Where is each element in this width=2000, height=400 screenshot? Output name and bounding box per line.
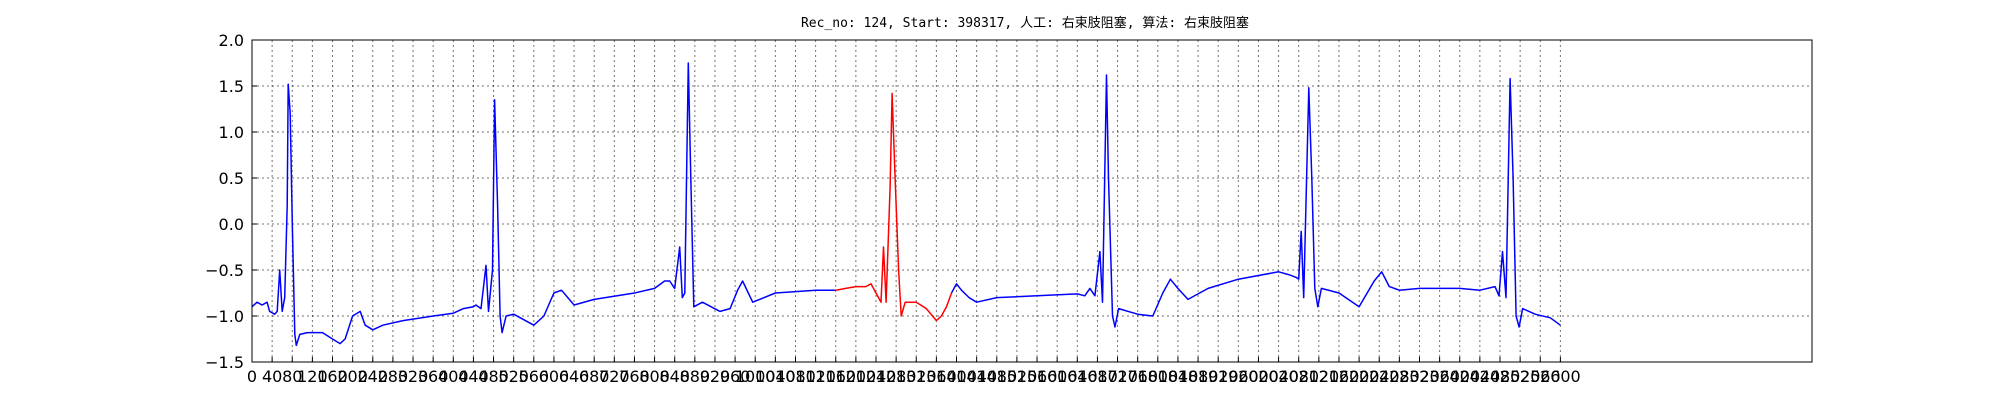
x-tick-label: 760 [619, 367, 650, 386]
x-tick-label: 2360 [1419, 367, 1460, 386]
x-tick-label: 1080 [775, 367, 816, 386]
x-tick-label: 680 [579, 367, 610, 386]
x-tick-label: 2400 [1439, 367, 1480, 386]
x-tick-label: 240 [358, 367, 389, 386]
y-tick-label: 0.0 [219, 215, 244, 234]
x-tick-label: 2440 [1460, 367, 1501, 386]
ecg-series-line-1 [251, 62, 836, 347]
x-tick-label: 640 [559, 367, 590, 386]
grid [252, 40, 1812, 362]
x-tick-label: 520 [498, 367, 529, 386]
x-tick-label: 200 [337, 367, 368, 386]
x-tick-label: 1720 [1097, 367, 1138, 386]
x-tick-label: 2320 [1399, 367, 1440, 386]
x-tick-label: 120 [297, 367, 328, 386]
x-tick-label: 800 [639, 367, 670, 386]
x-tick-label: 1120 [795, 367, 836, 386]
ecg-series-group [251, 62, 1561, 347]
x-tick-label: 600 [539, 367, 570, 386]
y-tick-label: −0.5 [205, 261, 244, 280]
x-tick-label: 2520 [1500, 367, 1541, 386]
x-tick-label: 1280 [876, 367, 917, 386]
x-tick-label: 720 [599, 367, 630, 386]
x-tick-label: 2480 [1480, 367, 1521, 386]
x-tick-label: 2040 [1258, 367, 1299, 386]
x-tick-label: 1640 [1057, 367, 1098, 386]
x-tick-label: 1160 [815, 367, 856, 386]
x-tick-label: 1760 [1117, 367, 1158, 386]
y-tick-label: 0.5 [219, 169, 244, 188]
x-tick-label: 1840 [1158, 367, 1199, 386]
x-tick-label: 1200 [836, 367, 877, 386]
x-tick-label: 560 [519, 367, 550, 386]
x-tick-label: 400 [438, 367, 469, 386]
x-tick-label: 2200 [1339, 367, 1380, 386]
x-tick-label: 480 [478, 367, 509, 386]
x-tick-label: 1360 [916, 367, 957, 386]
x-tick-label: 2080 [1278, 367, 1319, 386]
x-tick-label: 280 [378, 367, 409, 386]
x-tick-label: 1000 [735, 367, 776, 386]
x-tick-label: 2600 [1540, 367, 1581, 386]
x-tick-label: 1320 [896, 367, 937, 386]
x-tick-label: 2280 [1379, 367, 1420, 386]
x-tick-label: 2560 [1520, 367, 1561, 386]
x-tick-label: 840 [659, 367, 690, 386]
y-axis-ticks: −1.5 −1.0 −0.5 0.0 0.5 1.0 1.5 2.0 [205, 31, 257, 372]
x-tick-label: 160 [317, 367, 348, 386]
x-tick-label: 440 [458, 367, 489, 386]
x-tick-label: 920 [700, 367, 731, 386]
y-tick-label: −1.5 [205, 353, 244, 372]
x-tick-label: 1400 [936, 367, 977, 386]
x-tick-label: 1560 [1017, 367, 1058, 386]
x-tick-label: 1520 [997, 367, 1038, 386]
ecg-series-line-3 [950, 74, 1561, 328]
x-tick-label: 1960 [1218, 367, 1259, 386]
x-tick-label: 2160 [1319, 367, 1360, 386]
x-tick-label: 2240 [1359, 367, 1400, 386]
x-tick-label: 960 [720, 367, 751, 386]
y-tick-label: 1.5 [219, 77, 244, 96]
x-tick-label: 1480 [976, 367, 1017, 386]
y-tick-label: −1.0 [205, 307, 244, 326]
x-tick-label: 1880 [1178, 367, 1219, 386]
x-tick-label: 1680 [1077, 367, 1118, 386]
x-tick-label: 1600 [1037, 367, 1078, 386]
x-tick-label: 1240 [856, 367, 897, 386]
x-tick-label: 880 [680, 367, 711, 386]
ecg-series-line-2 [835, 92, 953, 322]
x-tick-label: 1040 [755, 367, 796, 386]
x-tick-label: 320 [398, 367, 429, 386]
x-axis-ticks: 0 40 8012016020024028032036040044048052056… [247, 357, 1581, 386]
y-tick-label: 2.0 [219, 31, 244, 50]
y-tick-label: 1.0 [219, 123, 244, 142]
x-tick-label: 80 [282, 367, 302, 386]
chart-title: Rec_no: 124, Start: 398317, 人工: 右束肢阻塞, 算… [801, 15, 1249, 31]
x-tick-label: 0 [247, 367, 257, 386]
plot-frame [251, 39, 1813, 363]
x-tick-label: 1920 [1198, 367, 1239, 386]
x-tick-label: 1440 [956, 367, 997, 386]
x-tick-label: 360 [418, 367, 449, 386]
x-tick-label: 1800 [1137, 367, 1178, 386]
x-tick-label: 2120 [1298, 367, 1339, 386]
x-tick-label: 2000 [1238, 367, 1279, 386]
x-tick-label: 40 [262, 367, 282, 386]
